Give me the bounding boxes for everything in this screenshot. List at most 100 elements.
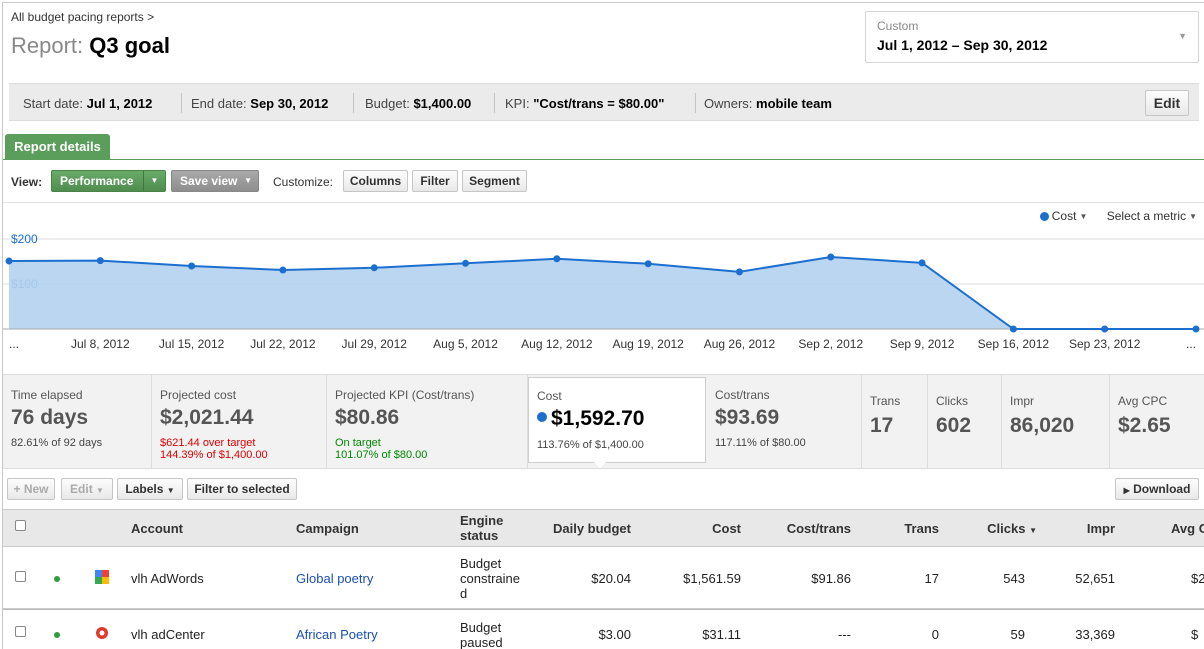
x-tick-label: Aug 5, 2012 [433, 337, 498, 351]
filter-button[interactable]: Filter [412, 170, 458, 192]
table-row[interactable]: vlh AdWords Global poetry Budget constrai… [3, 547, 1204, 609]
x-tick-label: Sep 23, 2012 [1069, 337, 1141, 351]
stat-label: Time elapsed [11, 388, 83, 402]
col-account[interactable]: Account [131, 521, 183, 536]
chevron-down-icon[interactable]: ▼ [143, 171, 165, 191]
stat-label: Cost/trans [715, 388, 770, 402]
edit-button[interactable]: Edit ▼ [61, 478, 113, 500]
col-daily-budget[interactable]: Daily budget [552, 521, 631, 536]
on-target-percent: 101.07% of $80.00 [335, 449, 428, 461]
chevron-down-icon: ▼ [1189, 212, 1197, 221]
cost-trans: $91.86 [811, 571, 851, 586]
stat-time-elapsed: Time elapsed 76 days 82.61% of 92 days [3, 375, 152, 468]
col-avg-cpc[interactable]: Avg C [1171, 521, 1204, 536]
edit-report-button[interactable]: Edit [1145, 90, 1189, 116]
stat-detail: On target 101.07% of $80.00 [335, 437, 427, 461]
stat-value: 17 [870, 414, 894, 437]
over-target-text: $621.44 over target [160, 437, 256, 449]
google-adwords-icon [95, 570, 109, 584]
owners-label: Owners: [704, 96, 753, 111]
chevron-down-icon: ▼ [1178, 31, 1187, 41]
campaign-link[interactable]: Global poetry [296, 571, 374, 586]
stat-projected-cost[interactable]: Projected cost $2,021.44 $621.44 over ta… [152, 375, 327, 468]
col-clicks[interactable]: Clicks ▼ [959, 521, 1037, 538]
selected-stat-pointer [594, 462, 606, 468]
campaign-link[interactable]: African Poetry [296, 627, 378, 642]
select-all-checkbox[interactable] [15, 520, 26, 531]
data-point [370, 264, 378, 272]
performance-view-button[interactable]: Performance ▼ [51, 170, 166, 192]
chart-legend: Cost ▼ Select a metric ▼ [1039, 209, 1197, 223]
stat-cost-trans[interactable]: Cost/trans $93.69 117.11% of $80.00 [707, 375, 862, 468]
stat-detail: $621.44 over target 144.39% of $1,400.00 [160, 437, 268, 461]
x-tick-label: Aug 12, 2012 [521, 337, 593, 351]
avg-cpc: $2 [1191, 571, 1204, 586]
x-tick-label: Sep 16, 2012 [978, 337, 1050, 351]
budget-label: Budget: [365, 96, 410, 111]
breadcrumb[interactable]: All budget pacing reports > [11, 10, 155, 24]
chevron-down-icon: ▼ [244, 176, 252, 185]
date-range-selector[interactable]: Custom Jul 1, 2012 – Sep 30, 2012 ▼ [865, 11, 1199, 63]
trans: 0 [931, 627, 939, 642]
view-label: View: [11, 175, 43, 189]
col-engine-status[interactable]: Engine status [460, 513, 503, 543]
x-tick-label: Sep 2, 2012 [798, 337, 863, 351]
engine-status-line1: Budget [460, 620, 502, 635]
report-info-bar: Start date: Jul 1, 2012 End date: Sep 30… [9, 83, 1199, 121]
new-button[interactable]: + New [7, 478, 55, 500]
engine-status: Budget constraine d [460, 556, 520, 601]
chevron-down-icon: ▼ [1079, 212, 1088, 221]
labels-button[interactable]: Labels ▼ [117, 478, 183, 500]
stat-label: Cost [537, 389, 562, 403]
x-tick-label: Jul 15, 2012 [159, 337, 225, 351]
x-tick-label: Jul 8, 2012 [71, 337, 130, 351]
save-view-button[interactable]: Save view ▼ [171, 170, 259, 192]
stat-label: Impr [1010, 394, 1034, 408]
col-trans[interactable]: Trans [904, 521, 939, 536]
col-impr[interactable]: Impr [1086, 521, 1115, 536]
y-tick-label: $200 [11, 232, 38, 246]
row-checkbox[interactable] [15, 626, 26, 637]
start-date-label: Start date: [23, 96, 83, 111]
col-engine-status-line1: Engine [460, 513, 504, 528]
col-cost[interactable]: Cost [712, 521, 741, 536]
col-engine-status-line2: status [460, 528, 499, 543]
kpi-label: KPI: [505, 96, 530, 111]
series-dot-icon [1039, 212, 1049, 221]
cost-line [8, 255, 1196, 330]
tab-report-details[interactable]: Report details [5, 134, 110, 160]
labels-label: Labels [125, 482, 164, 496]
filter-to-selected-button[interactable]: Filter to selected [187, 478, 297, 500]
engine-status-line2: constraine [460, 571, 520, 586]
stat-detail: 113.76% of $1,400.00 [537, 439, 644, 451]
stat-cost-selected[interactable]: Cost $1,592.70 113.76% of $1,400.00 [528, 377, 706, 463]
select-metric-dropdown[interactable]: Select a metric ▼ [1107, 209, 1197, 223]
stat-clicks[interactable]: Clicks 602 [928, 375, 1002, 468]
save-view-label: Save view [180, 174, 238, 188]
budget-value: $1,400.00 [413, 96, 472, 111]
impr: 52,651 [1075, 571, 1115, 586]
divider [695, 93, 696, 113]
stat-label: Projected cost [160, 388, 237, 402]
col-cost-trans[interactable]: Cost/trans [786, 521, 851, 536]
clicks: 543 [1003, 571, 1025, 586]
cost-chart: Cost▼ Select a metric▼ $200$100...Jul 8,… [3, 202, 1204, 374]
legend-cost[interactable]: Cost ▼ [1039, 209, 1088, 223]
stat-projected-kpi[interactable]: Projected KPI (Cost/trans) $80.86 On tar… [327, 375, 528, 468]
stat-trans[interactable]: Trans 17 [862, 375, 928, 468]
columns-button[interactable]: Columns [343, 170, 408, 192]
cost-area [9, 257, 1196, 329]
table-row[interactable]: vlh adCenter African Poetry Budget paused… [3, 609, 1204, 649]
data-point [918, 259, 926, 267]
stat-impr[interactable]: Impr 86,020 [1002, 375, 1110, 468]
engine-status-line2: paused [460, 635, 503, 649]
data-point [644, 260, 652, 268]
download-button[interactable]: ▶ Download [1115, 478, 1199, 500]
segment-button[interactable]: Segment [462, 170, 527, 192]
daily-budget: $20.04 [591, 571, 631, 586]
data-point [188, 262, 196, 270]
row-checkbox[interactable] [15, 571, 26, 582]
divider [181, 93, 182, 113]
stat-avg-cpc[interactable]: Avg CPC $2.65 [1110, 375, 1204, 468]
col-campaign[interactable]: Campaign [296, 521, 359, 536]
